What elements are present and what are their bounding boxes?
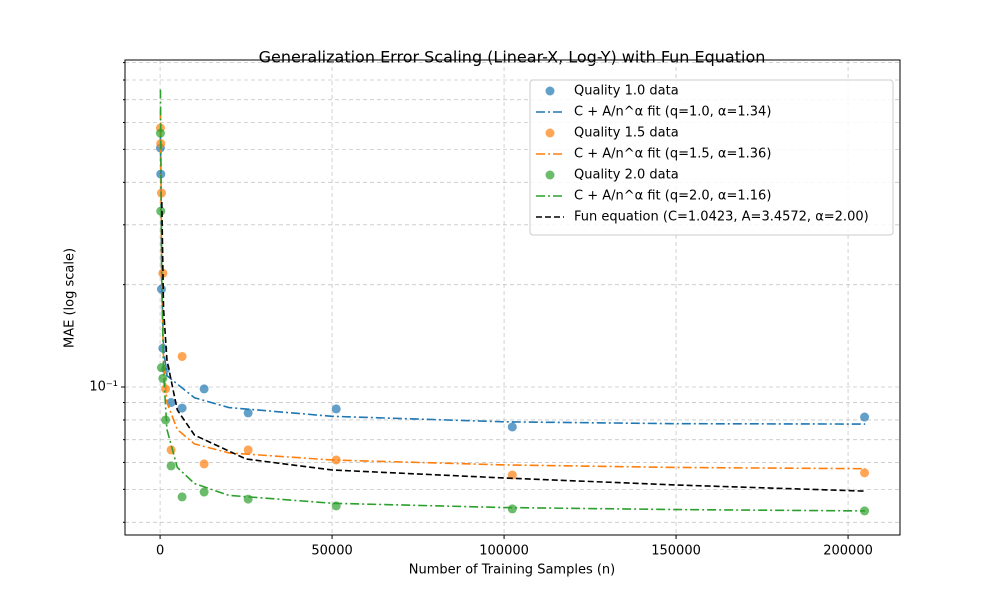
y-tick-label: 10⁻¹ — [89, 380, 118, 395]
legend-box — [529, 79, 894, 236]
legend-label: Fun equation (C=1.0423, A=3.4572, α=2.00… — [574, 210, 869, 225]
chart-title: Generalization Error Scaling (Linear-X, … — [259, 48, 766, 67]
legend-label: Quality 2.0 data — [574, 168, 679, 183]
data-point — [166, 461, 176, 471]
legend-marker — [545, 128, 555, 138]
plot-frame — [124, 59, 901, 536]
legend-marker — [545, 170, 555, 180]
legend-label: C + A/n^α fit (q=1.0, α=1.34) — [574, 105, 771, 120]
data-point — [243, 445, 253, 455]
data-point — [243, 408, 253, 418]
legend-label: Quality 1.5 data — [574, 126, 679, 141]
data-point — [156, 363, 166, 373]
data-point — [331, 455, 341, 465]
legend-marker — [545, 86, 555, 96]
legend-label: C + A/n^α fit (q=1.5, α=1.36) — [574, 147, 771, 162]
data-point — [177, 351, 187, 361]
data-point — [166, 398, 176, 408]
data-point — [155, 128, 165, 138]
data-point — [331, 404, 341, 414]
y-axis-label: MAE (log scale) — [63, 248, 78, 348]
data-point — [177, 403, 187, 413]
data-point — [158, 373, 168, 383]
data-point — [507, 504, 517, 514]
data-point — [199, 459, 209, 469]
data-point — [860, 468, 870, 478]
data-point — [158, 268, 168, 278]
fit-line — [161, 202, 866, 492]
legend-label: Quality 1.0 data — [574, 84, 679, 99]
fit-line — [159, 89, 866, 512]
data-point — [507, 422, 517, 432]
data-point — [199, 487, 209, 497]
data-point — [860, 412, 870, 422]
x-tick-label: 150000 — [651, 544, 701, 559]
x-tick-label: 50000 — [311, 544, 352, 559]
x-tick-label: 0 — [156, 544, 164, 559]
data-point — [177, 492, 187, 502]
x-tick-label: 100000 — [479, 544, 529, 559]
x-axis-label: Number of Training Samples (n) — [409, 563, 615, 578]
legend-label: C + A/n^α fit (q=2.0, α=1.16) — [574, 189, 771, 204]
data-point — [199, 384, 209, 394]
x-tick-label: 200000 — [823, 544, 873, 559]
data-point — [507, 470, 517, 480]
